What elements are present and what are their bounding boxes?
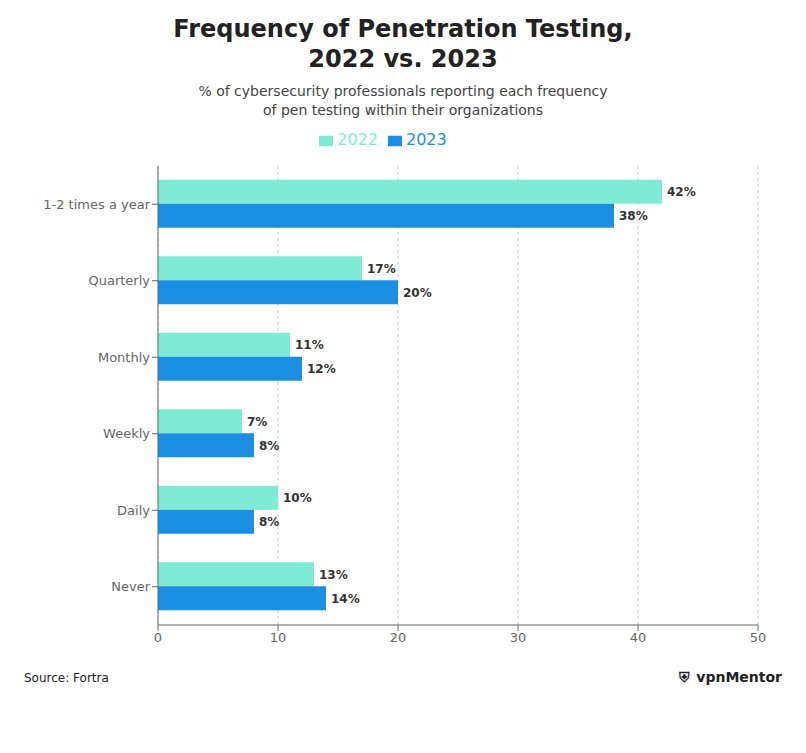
svg-text:Never: Never xyxy=(111,579,150,594)
svg-text:20%: 20% xyxy=(403,286,432,300)
html-text:2023: 2023 xyxy=(406,130,447,149)
html-text:of pen testing within their or: of pen testing within their organization… xyxy=(263,102,543,118)
html-text:⛨ vpnMentor: ⛨ vpnMentor xyxy=(679,669,782,685)
svg-text:12%: 12% xyxy=(307,362,336,376)
html-text:2022 vs. 2023: 2022 vs. 2023 xyxy=(308,45,498,73)
html-text:Source: Fortra: Source: Fortra xyxy=(24,670,109,685)
svg-text:1-2 times a year: 1-2 times a year xyxy=(43,197,150,212)
svg-text:10%: 10% xyxy=(283,491,312,505)
svg-text:17%: 17% xyxy=(367,262,396,276)
svg-text:13%: 13% xyxy=(319,568,348,582)
svg-text:Monthly: Monthly xyxy=(98,350,150,365)
svg-text:50: 50 xyxy=(750,630,767,645)
html-text:Frequency of Penetration Testi: Frequency of Penetration Testing, xyxy=(173,15,633,43)
svg-text:Weekly: Weekly xyxy=(103,426,150,441)
svg-text:Daily: Daily xyxy=(117,503,150,518)
html-text:% of cybersecurity professiona: % of cybersecurity professionals reporti… xyxy=(198,83,608,99)
svg-text:14%: 14% xyxy=(331,592,360,606)
svg-text:42%: 42% xyxy=(667,185,696,199)
svg-text:0: 0 xyxy=(154,630,162,645)
svg-text:20: 20 xyxy=(390,630,407,645)
svg-text:30: 30 xyxy=(510,630,527,645)
svg-text:8%: 8% xyxy=(259,515,279,529)
svg-text:7%: 7% xyxy=(247,415,267,429)
html-text:2022: 2022 xyxy=(337,130,378,149)
svg-text:Quarterly: Quarterly xyxy=(88,273,150,288)
svg-text:8%: 8% xyxy=(259,439,279,453)
svg-text:38%: 38% xyxy=(619,209,648,223)
svg-text:10: 10 xyxy=(270,630,287,645)
svg-text:40: 40 xyxy=(630,630,647,645)
svg-text:11%: 11% xyxy=(295,338,324,352)
